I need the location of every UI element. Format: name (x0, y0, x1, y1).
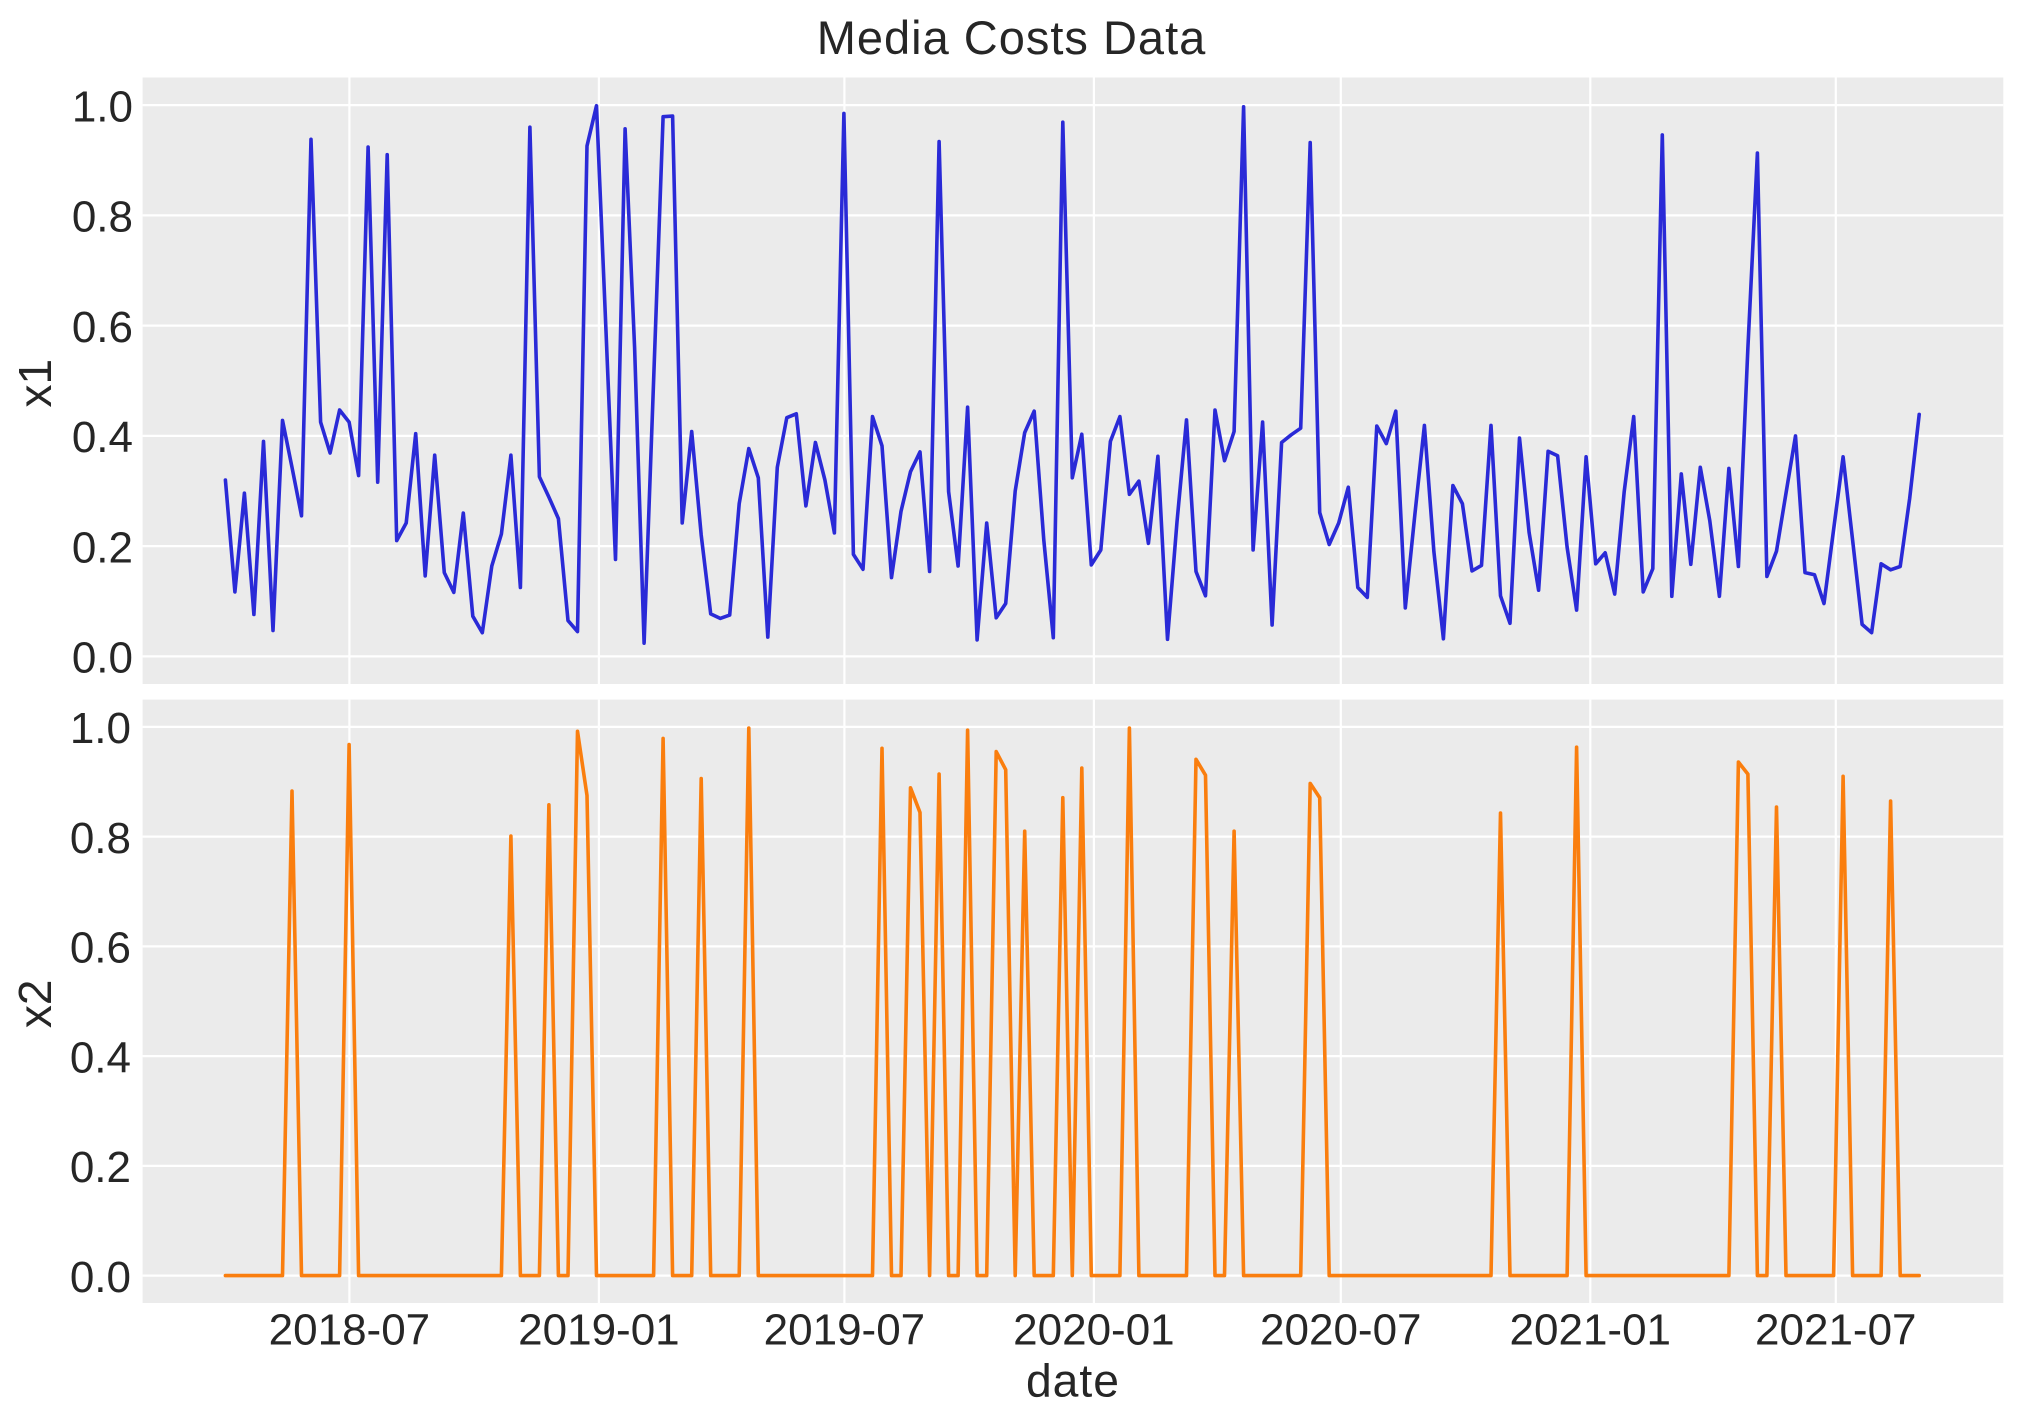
svg-text:0.2: 0.2 (70, 1143, 131, 1192)
svg-text:0.6: 0.6 (72, 303, 133, 352)
svg-text:2019-01: 2019-01 (518, 1306, 679, 1355)
svg-text:date: date (1026, 1355, 1120, 1407)
svg-text:Media Costs Data: Media Costs Data (817, 11, 1207, 64)
svg-text:0.8: 0.8 (72, 193, 133, 242)
svg-text:1.0: 1.0 (70, 704, 131, 753)
svg-text:2020-07: 2020-07 (1260, 1306, 1421, 1355)
svg-text:0.4: 0.4 (70, 1033, 131, 1082)
svg-text:0.4: 0.4 (72, 413, 133, 462)
svg-text:0.6: 0.6 (70, 924, 131, 973)
svg-text:2018-07: 2018-07 (269, 1306, 430, 1355)
svg-text:x2: x2 (9, 980, 61, 1029)
svg-text:2019-07: 2019-07 (764, 1306, 925, 1355)
svg-text:1.0: 1.0 (72, 82, 133, 131)
svg-text:0.2: 0.2 (72, 523, 133, 572)
svg-text:0.0: 0.0 (72, 634, 133, 683)
svg-text:2020-01: 2020-01 (1013, 1306, 1174, 1355)
svg-text:0.8: 0.8 (70, 814, 131, 863)
svg-text:0.0: 0.0 (70, 1253, 131, 1302)
svg-text:2021-07: 2021-07 (1755, 1306, 1916, 1355)
svg-text:2021-01: 2021-01 (1510, 1306, 1671, 1355)
svg-text:x1: x1 (9, 359, 61, 408)
